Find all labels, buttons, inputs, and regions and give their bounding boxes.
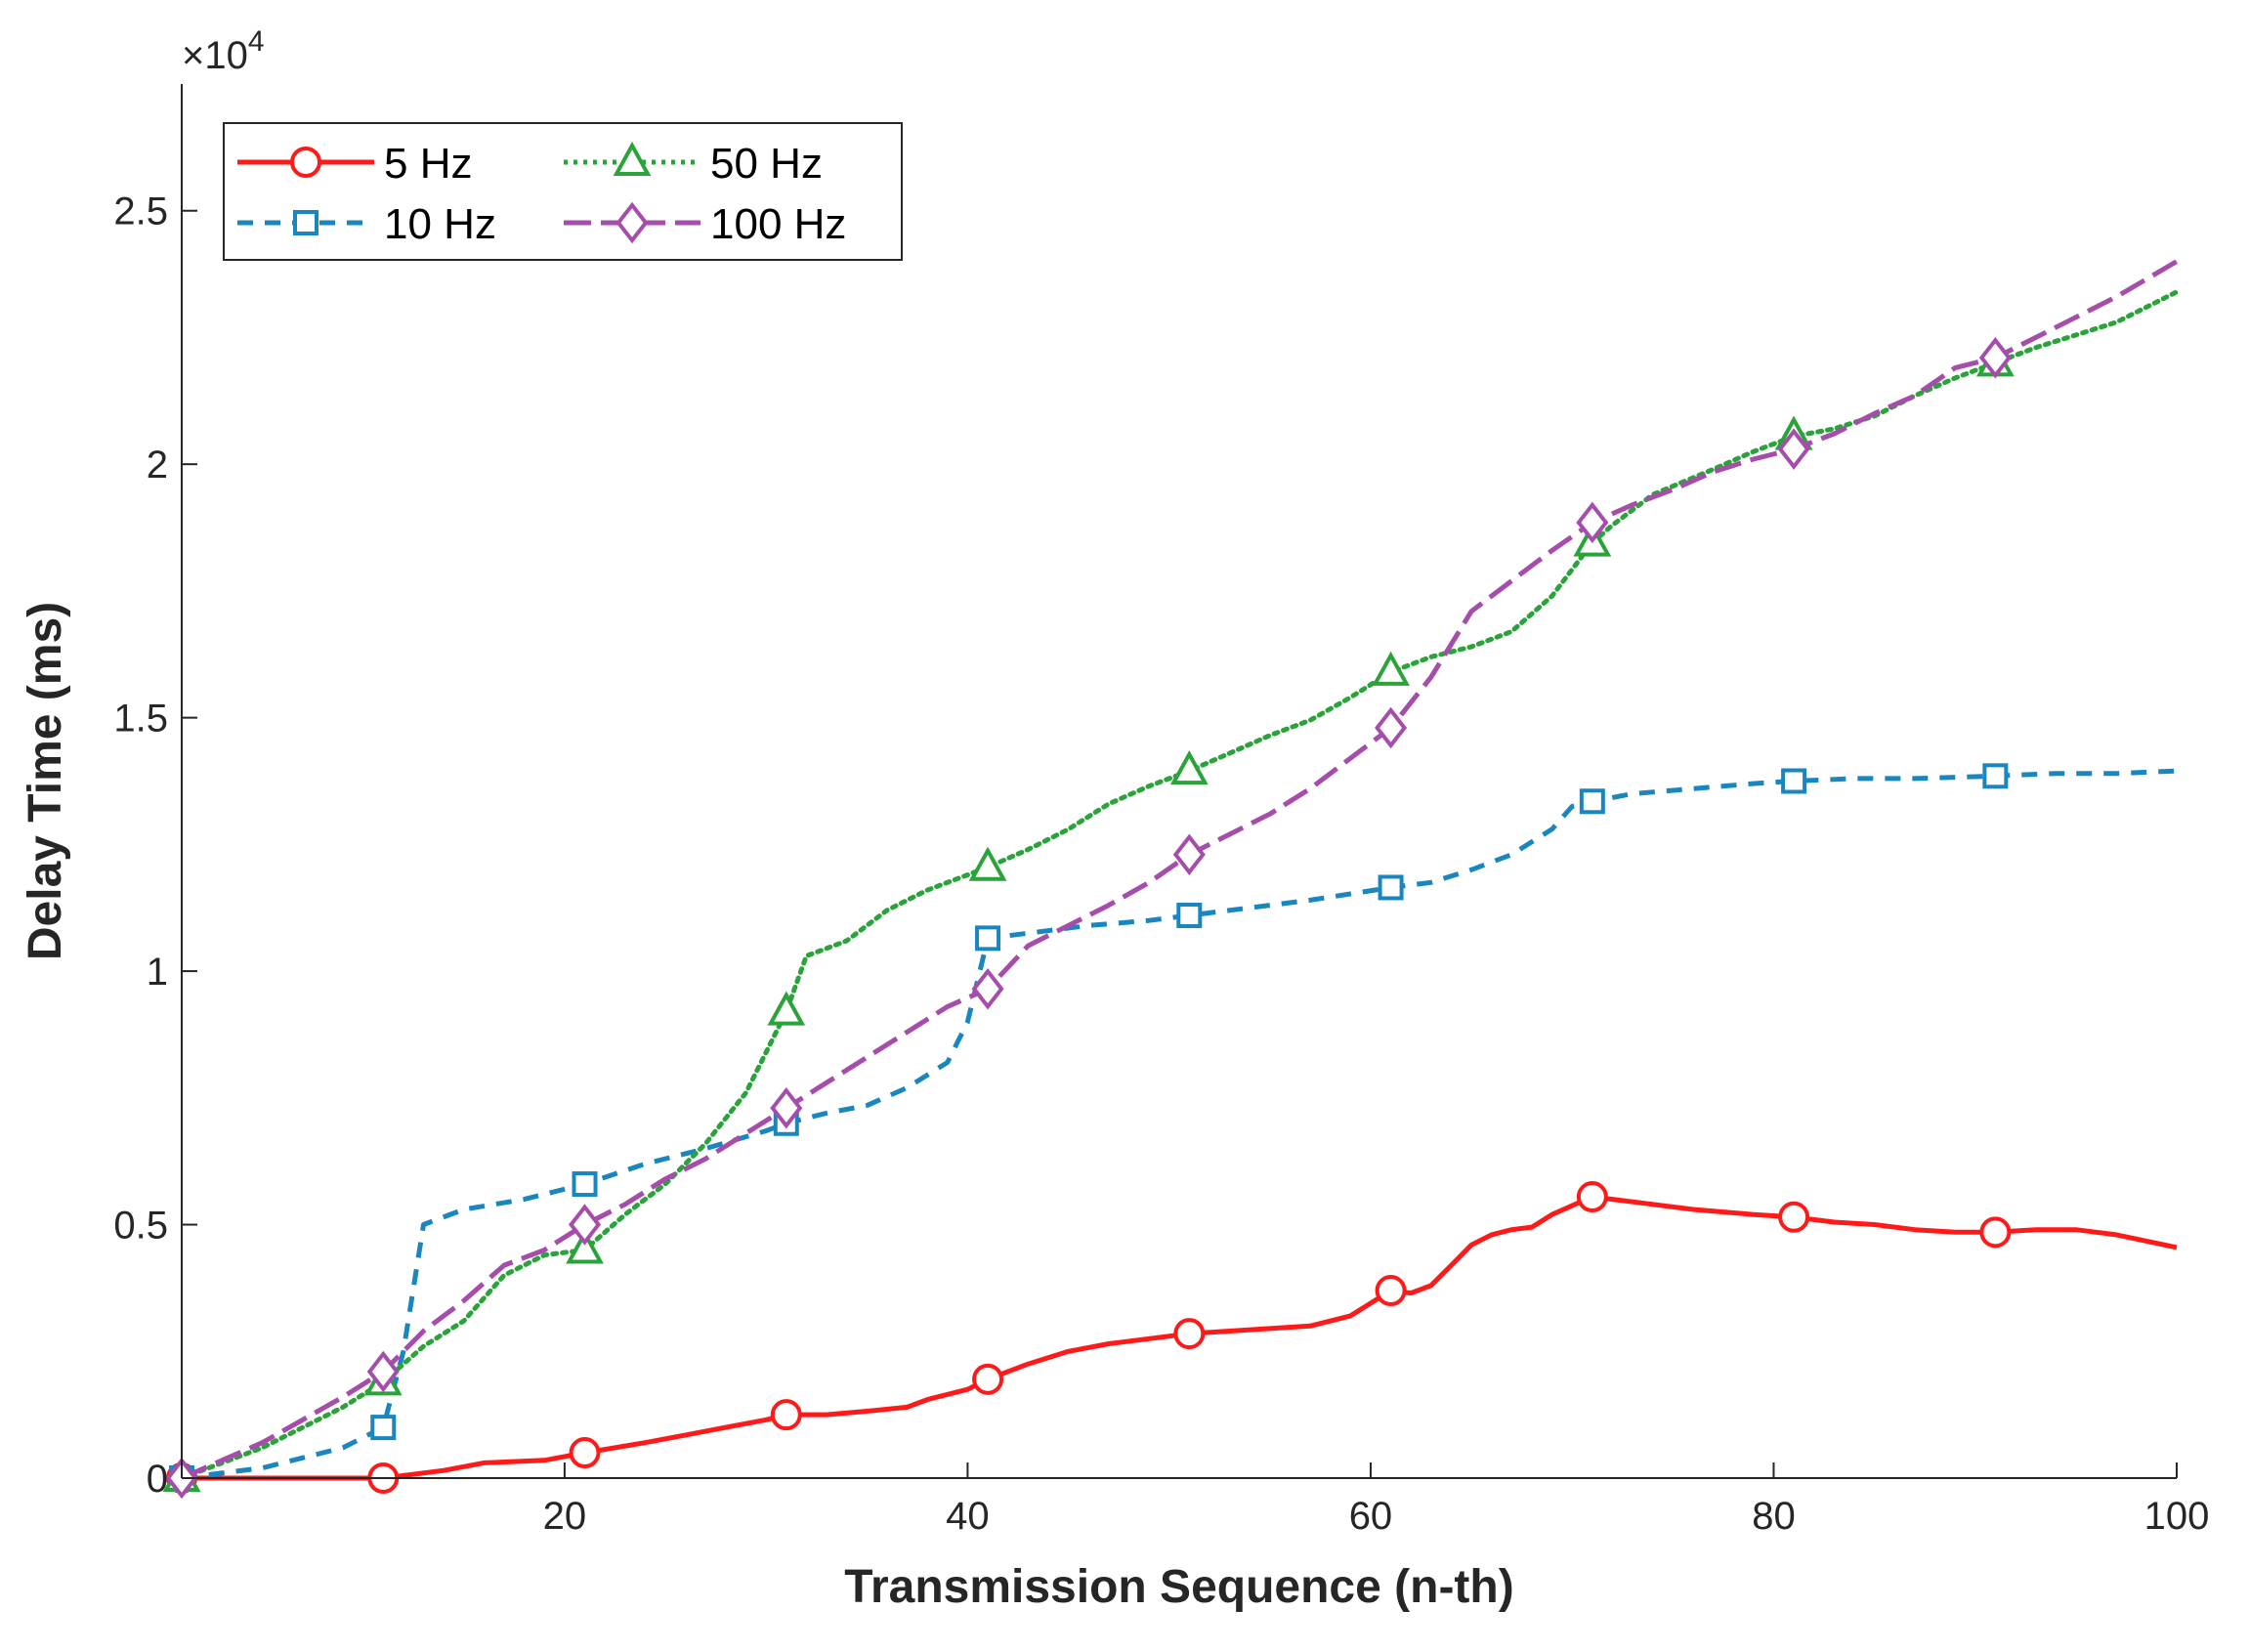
data-point-marker (1579, 788, 1605, 815)
data-point-marker (1576, 1181, 1608, 1213)
data-point-marker (767, 991, 806, 1026)
series-line (180, 259, 2179, 1481)
data-point-marker (1576, 501, 1609, 544)
x-axis-title: Transmission Sequence (n-th) (844, 1561, 1513, 1613)
data-point-marker (1372, 651, 1410, 686)
legend-label: 5 Hz (384, 140, 472, 188)
x-tick-label: 100 (2144, 1495, 2210, 1538)
data-point-marker (1176, 903, 1203, 929)
data-point-marker (972, 1363, 1004, 1395)
series-10-hz (169, 763, 2178, 1491)
legend-marker (615, 201, 649, 244)
data-point-marker (572, 1171, 598, 1198)
data-point-marker (975, 925, 1001, 952)
y-tick-label: 1.5 (113, 698, 168, 741)
data-point-marker (1378, 874, 1404, 901)
y-axis-exponent-power: 4 (248, 25, 265, 58)
data-point-marker (568, 1204, 602, 1246)
legend-box (223, 122, 903, 261)
data-point-marker (370, 1415, 397, 1441)
axes-layer: 20 40 60 80 100 0 0.5 1 1.5 2 2.5 (113, 84, 2209, 1538)
legend-entry: 50 Hz (564, 140, 823, 188)
y-tick-label: 2.5 (113, 191, 168, 233)
x-tick-label: 40 (946, 1495, 990, 1538)
data-point-marker (1979, 1216, 2012, 1249)
y-axis-exponent-base: ×10 (182, 34, 248, 77)
legend-marker (293, 210, 318, 235)
data-point-marker (1169, 749, 1209, 785)
legend-entry: 5 Hz (237, 140, 472, 188)
series-100-hz (165, 259, 2179, 1500)
y-tick-label: 2 (147, 444, 168, 487)
data-point-marker (971, 967, 1004, 1010)
legend-label: 10 Hz (384, 200, 496, 248)
x-tick-label: 60 (1349, 1495, 1393, 1538)
series-50-hz (162, 289, 2180, 1492)
legend: 5 Hz 50 Hz 10 Hz 100 Hz (223, 122, 903, 261)
legend-entry: 100 Hz (564, 200, 846, 248)
data-point-marker (1978, 336, 2012, 379)
y-tick-label: 0 (147, 1458, 168, 1501)
x-tick-label: 80 (1752, 1495, 1796, 1538)
legend-label: 50 Hz (710, 140, 823, 188)
series-layer (162, 259, 2180, 1500)
data-point-marker (1375, 706, 1408, 749)
data-point-marker (968, 846, 1007, 881)
series-line (181, 768, 2178, 1481)
data-point-marker (1778, 1201, 1810, 1233)
x-tick-label: 20 (543, 1495, 587, 1538)
data-point-marker (1982, 763, 2009, 789)
y-tick-label: 1 (147, 951, 168, 994)
data-point-marker (1777, 428, 1810, 470)
y-axis-title: Delay Time (ms) (20, 602, 71, 960)
data-point-marker (1172, 833, 1206, 875)
series-line (179, 289, 2180, 1481)
legend-label: 100 Hz (710, 200, 846, 248)
data-point-marker (1375, 1275, 1407, 1307)
data-point-marker (770, 1086, 803, 1129)
data-point-marker (770, 1399, 802, 1431)
data-point-marker (1781, 768, 1807, 794)
data-point-marker (1173, 1318, 1206, 1350)
data-point-marker (366, 1350, 400, 1393)
y-tick-label: 0.5 (113, 1205, 168, 1248)
series-line (182, 1194, 2178, 1481)
data-point-marker (569, 1437, 601, 1469)
data-point-marker (566, 1229, 604, 1264)
legend-marker (613, 141, 652, 176)
legend-marker (290, 147, 321, 178)
y-axis-exponent: ×104 (182, 25, 265, 77)
series-5-hz (166, 1181, 2178, 1494)
legend-entry: 10 Hz (237, 200, 496, 248)
